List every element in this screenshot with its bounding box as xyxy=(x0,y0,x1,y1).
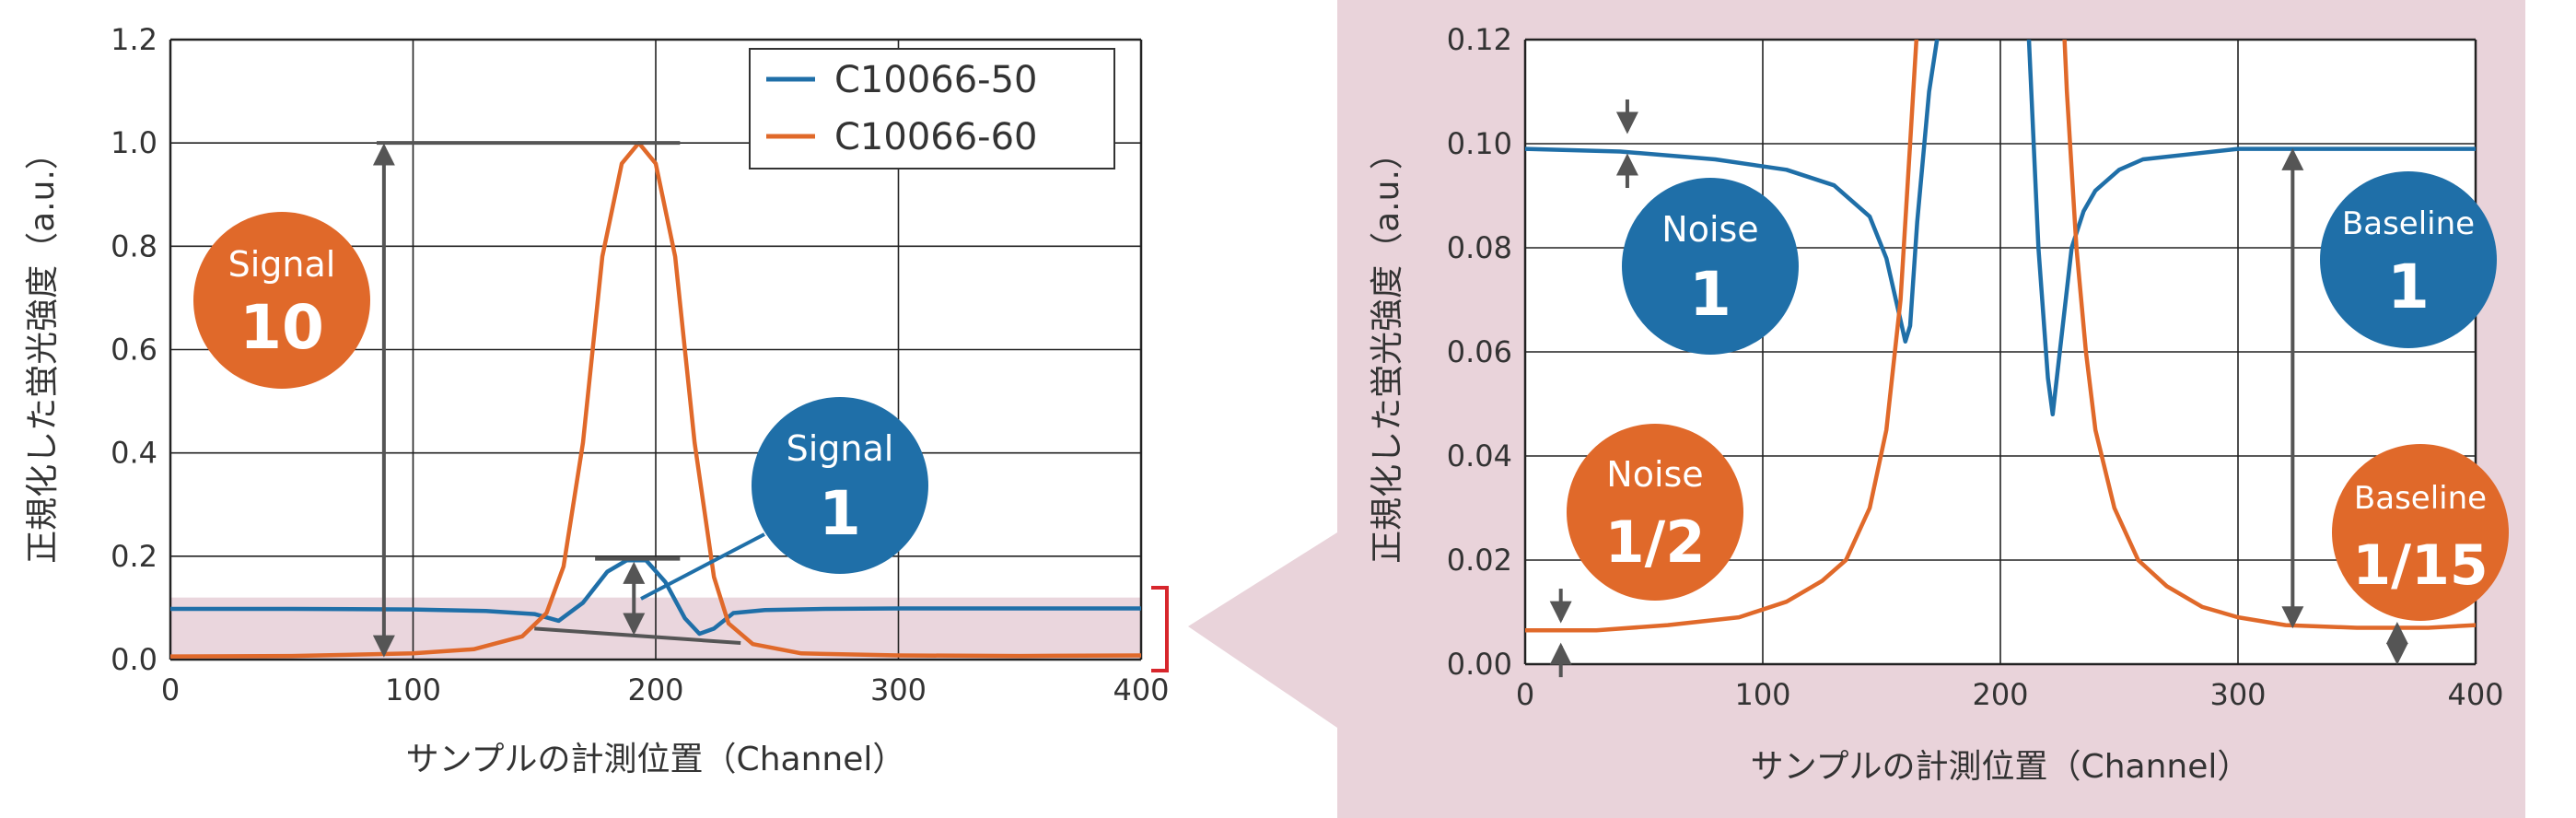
badge-signal-10: Signal 10 xyxy=(193,212,370,389)
y-tick-label: 0.02 xyxy=(1447,543,1512,578)
right-x-axis-title: サンプルの計測位置（Channel） xyxy=(1751,748,2251,786)
x-tick-label: 100 xyxy=(1734,677,1790,712)
badge-noise-half: Noise 1/2 xyxy=(1567,424,1743,601)
x-tick-label: 100 xyxy=(385,672,441,707)
y-tick-label: 1.0 xyxy=(111,125,157,160)
x-tick-label: 300 xyxy=(2209,677,2266,712)
series-line-c10066-50 xyxy=(1525,40,2476,417)
badge-baseline-fifteenth-value: 1/15 xyxy=(2352,533,2488,598)
badge-signal-10-value: 10 xyxy=(239,292,324,363)
y-tick-label: 0.08 xyxy=(1447,230,1512,265)
badge-signal-1: Signal 1 xyxy=(640,397,928,601)
badge-noise-half-value: 1/2 xyxy=(1605,508,1706,576)
x-tick-label: 200 xyxy=(627,672,683,707)
y-tick-label: 0.00 xyxy=(1447,647,1512,682)
signal-1-baseline-line xyxy=(534,626,741,646)
left-y-axis-title: 正規化した蛍光強度（a.u.） xyxy=(24,136,62,564)
badge-noise-half-circle xyxy=(1567,424,1743,601)
badge-signal-1-circle xyxy=(752,397,928,574)
legend: C10066-50 C10066-60 xyxy=(749,48,1115,169)
y-tick-label: 0.4 xyxy=(111,436,157,471)
zoom-connector xyxy=(1188,532,1337,728)
legend-label-c10066-60: C10066-60 xyxy=(834,116,1038,158)
right-series xyxy=(1525,40,2476,633)
y-tick-label: 0.6 xyxy=(111,333,157,368)
x-tick-label: 300 xyxy=(870,672,927,707)
badge-signal-1-label: Signal xyxy=(787,428,894,469)
badge-baseline-fifteenth: Baseline 1/15 xyxy=(2332,444,2509,621)
badge-noise-1-circle xyxy=(1622,178,1799,355)
zoom-bracket xyxy=(1151,586,1169,672)
badge-baseline-fifteenth-label: Baseline xyxy=(2354,480,2487,517)
badge-baseline-1-circle xyxy=(2320,171,2497,348)
right-y-axis-title: 正規化した蛍光強度（a.u.） xyxy=(1369,136,1406,564)
right-annotation-marks xyxy=(1549,99,2408,678)
badge-signal-1-value: 1 xyxy=(819,478,861,549)
y-tick-label: 0.2 xyxy=(111,539,157,574)
left-tick-labels: 0.0 0.2 0.4 0.6 0.8 1.0 1.2 0 100 200 300 400 xyxy=(111,22,1169,707)
y-tick-label: 0.0 xyxy=(111,642,157,677)
series-line-c10066-50 xyxy=(170,558,1141,637)
legend-label-c10066-50: C10066-50 xyxy=(834,59,1038,101)
badge-noise-1-value: 1 xyxy=(1689,259,1731,330)
badge-baseline-1-value: 1 xyxy=(2387,251,2430,322)
badge-baseline-fifteenth-circle xyxy=(2332,444,2509,621)
y-tick-label: 0.04 xyxy=(1447,438,1512,473)
badge-baseline-1-label: Baseline xyxy=(2342,205,2475,242)
badge-noise-1-label: Noise xyxy=(1661,209,1758,250)
left-grid xyxy=(169,38,1143,661)
left-annotation-marks xyxy=(372,141,741,658)
x-tick-label: 400 xyxy=(2447,677,2503,712)
left-x-axis-title: サンプルの計測位置（Channel） xyxy=(406,741,906,778)
x-tick-label: 200 xyxy=(1972,677,2028,712)
y-tick-label: 0.8 xyxy=(111,228,157,263)
badge-signal-10-label: Signal xyxy=(228,244,336,285)
y-tick-label: 0.06 xyxy=(1447,334,1512,369)
x-tick-label: 0 xyxy=(161,672,180,707)
y-tick-label: 0.10 xyxy=(1447,126,1512,161)
legend-box xyxy=(749,48,1115,169)
badge-baseline-1: Baseline 1 xyxy=(2320,171,2497,348)
badge-signal-1-pointer xyxy=(640,532,765,601)
series-line-c10066-60 xyxy=(1525,40,2476,633)
y-tick-label: 0.12 xyxy=(1447,22,1512,57)
badge-signal-10-circle xyxy=(193,212,370,389)
x-tick-label: 400 xyxy=(1113,672,1169,707)
badge-noise-half-label: Noise xyxy=(1606,454,1703,495)
badge-noise-1: Noise 1 xyxy=(1622,178,1799,355)
right-tick-labels: 0.00 0.02 0.04 0.06 0.08 0.10 0.12 0 100 200 300 40… xyxy=(1447,22,2504,712)
x-tick-label: 0 xyxy=(1516,677,1534,712)
y-tick-label: 1.2 xyxy=(111,22,157,57)
